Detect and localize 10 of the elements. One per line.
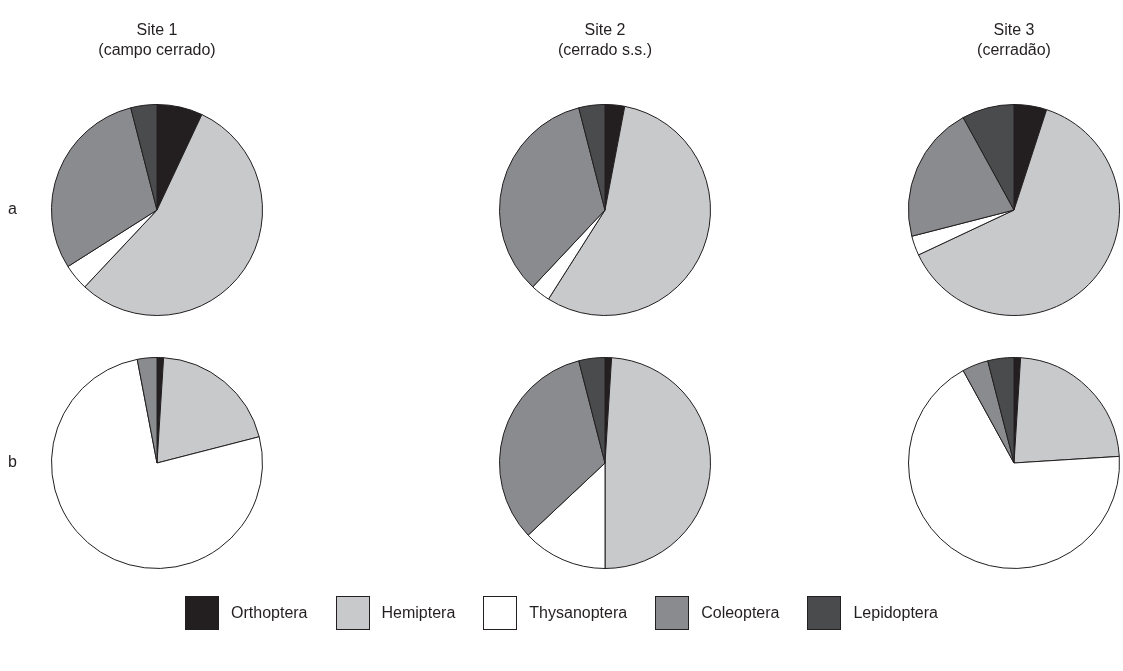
legend-label: Hemiptera — [381, 604, 456, 622]
text: b — [8, 453, 17, 471]
chart-title: Site 3 (cerradão) — [976, 20, 1052, 60]
chart-title: Site 2 (cerrado s.s.) — [556, 20, 654, 60]
text: a — [8, 200, 17, 218]
legend-label: Orthoptera — [231, 604, 308, 622]
legend-label: Coleoptera — [701, 604, 780, 622]
chart-title: Site 1 (campo cerrado) — [97, 20, 217, 60]
legend-label: Lepidoptera — [853, 604, 938, 622]
legend-label: Thysanoptera — [529, 604, 628, 622]
